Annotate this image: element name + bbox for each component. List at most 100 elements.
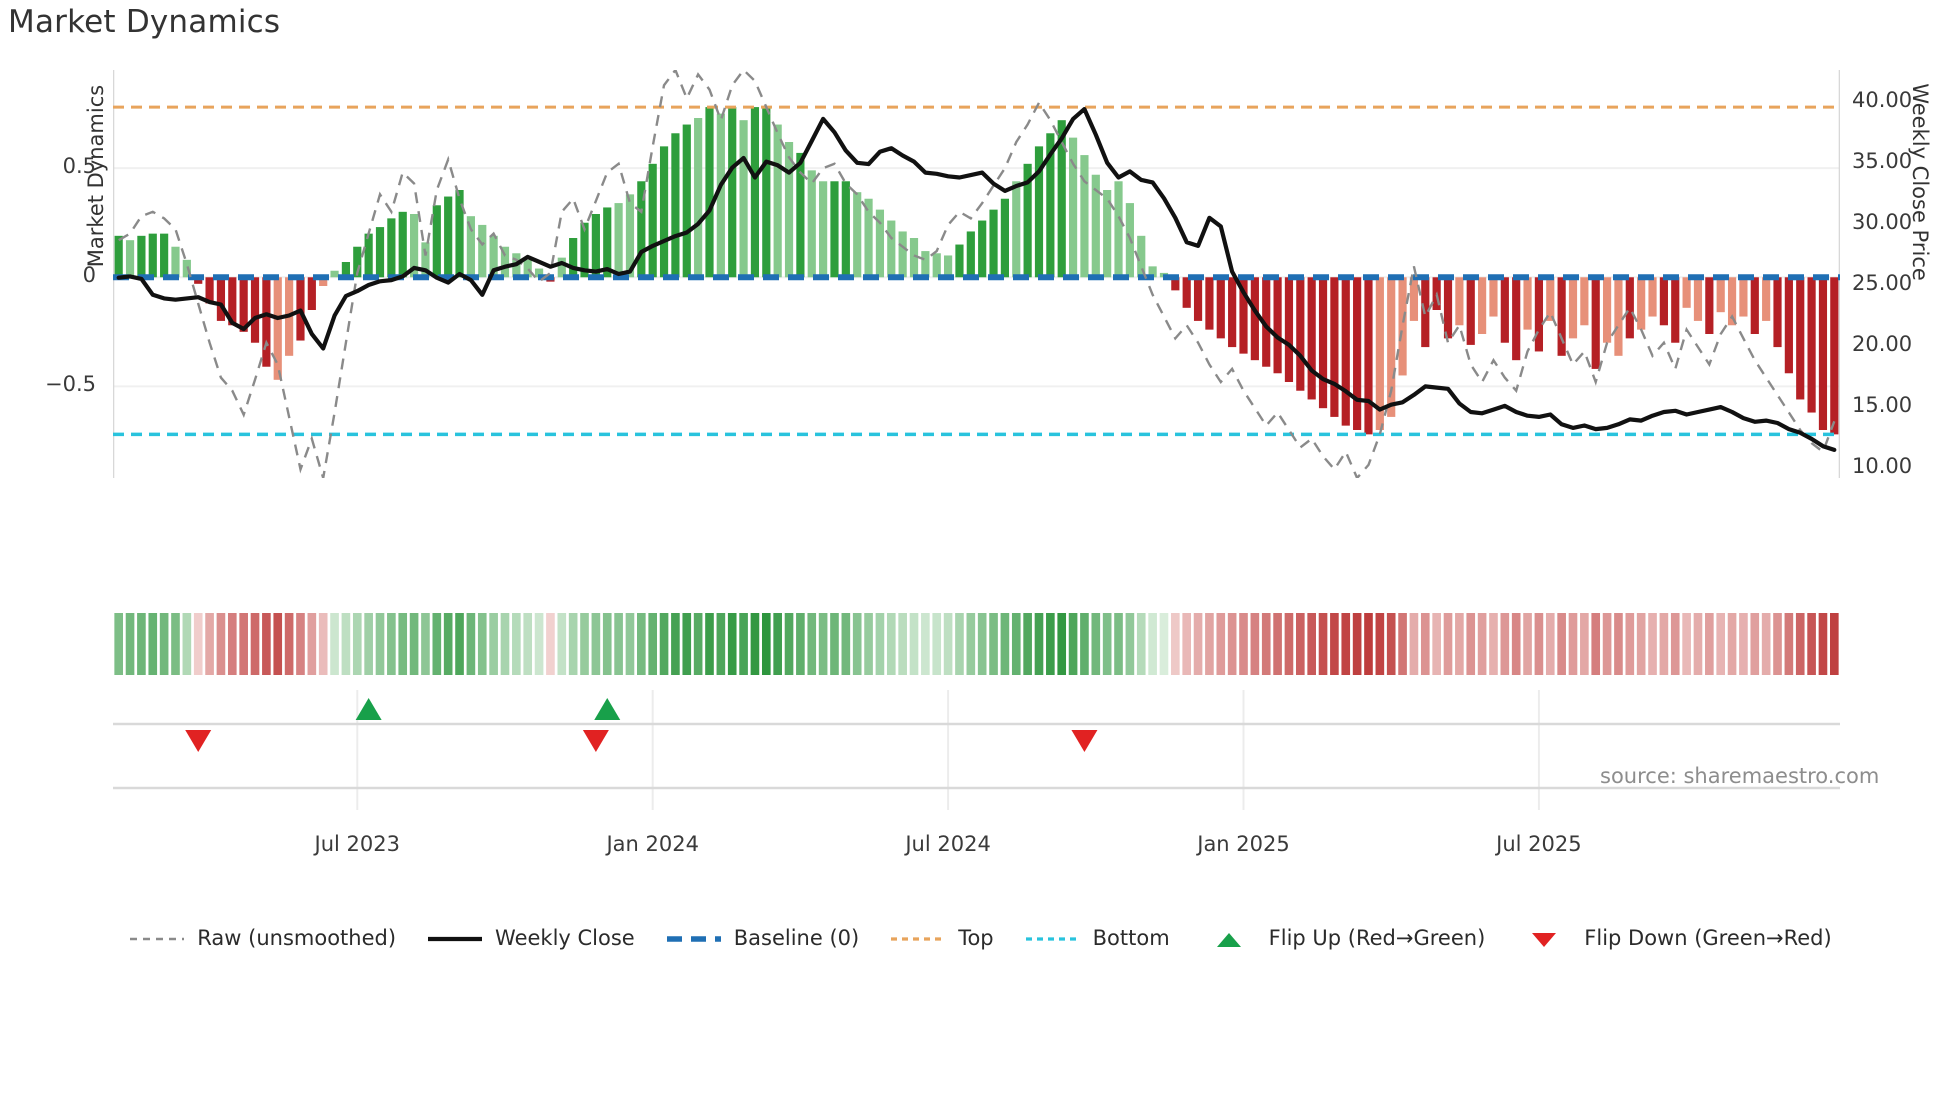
dynamics-bar: [796, 152, 805, 278]
dynamics-bar: [375, 227, 385, 278]
dynamics-bar: [716, 113, 725, 278]
heat-strip-cell: [443, 613, 453, 675]
flip-up-marker[interactable]: [594, 698, 621, 720]
heat-strip-cell: [864, 613, 873, 675]
heat-strip-cell: [727, 613, 737, 675]
flip-markers-svg: [113, 690, 1840, 810]
legend-item[interactable]: Top: [889, 928, 994, 949]
heat-strip-cell: [1148, 613, 1157, 675]
heat-strip-cell: [182, 613, 192, 675]
heat-strip-cell: [1136, 613, 1146, 675]
heat-strip-cell: [1682, 613, 1691, 675]
dynamics-bar: [1034, 146, 1044, 278]
y-axis-right-tick: 40.00: [1852, 87, 1913, 112]
heat-strip-cell: [977, 613, 987, 675]
legend-item[interactable]: Raw (unsmoothed): [128, 928, 396, 949]
heat-strip-cell: [1477, 613, 1487, 675]
heat-strip-cell: [250, 613, 260, 675]
heat-strip-cell: [1818, 613, 1828, 675]
dynamics-bar: [784, 142, 794, 278]
heat-strip-cell: [466, 613, 476, 675]
heat-strip-cell: [341, 613, 351, 675]
dynamics-bar: [932, 253, 941, 278]
heat-strip-cell: [1341, 613, 1351, 675]
x-axis-tick: Jan 2025: [1197, 832, 1290, 856]
triangle-down-icon: [1532, 932, 1557, 947]
flip-down-marker[interactable]: [185, 730, 212, 752]
dynamics-bar: [1182, 277, 1191, 308]
heat-strip-cell: [1773, 613, 1782, 675]
dynamics-bar: [1580, 277, 1589, 326]
legend-item[interactable]: Flip Down (Green→Red): [1515, 928, 1832, 949]
heat-strip-cell: [1239, 613, 1248, 675]
flip-up-marker[interactable]: [355, 698, 382, 720]
flip-markers-panel: [113, 690, 1840, 810]
legend-item[interactable]: Baseline (0): [665, 928, 859, 949]
dynamics-bar: [262, 277, 271, 367]
flip-down-marker[interactable]: [1071, 730, 1098, 752]
heat-strip-cell: [1227, 613, 1237, 675]
heat-strip-cell: [1420, 613, 1430, 675]
heat-strip-cell: [1500, 613, 1510, 675]
dotted-line-icon: [891, 936, 946, 941]
heat-strip-cell: [1023, 613, 1032, 675]
dynamics-bar: [398, 211, 407, 278]
heat-strip-cell: [114, 613, 123, 675]
dynamics-bar: [250, 277, 260, 343]
heat-strip-cell: [818, 613, 828, 675]
heat-strip-cell: [1216, 613, 1226, 675]
dynamics-bar: [1046, 133, 1055, 278]
dynamics-bar: [1057, 120, 1066, 278]
legend-item-label: Bottom: [1092, 926, 1170, 950]
heat-strip-cell: [807, 613, 817, 675]
heat-strip-cell: [614, 613, 623, 675]
heat-strip-cell: [1614, 613, 1623, 675]
dynamics-bar: [1148, 266, 1157, 278]
dynamics-bar: [648, 163, 657, 278]
legend-item-label: Raw (unsmoothed): [197, 926, 397, 950]
heat-strip-cell: [1307, 613, 1316, 675]
dynamics-bar: [1830, 277, 1839, 435]
dynamics-bar: [1705, 277, 1714, 334]
legend-item[interactable]: Weekly Close: [426, 928, 635, 949]
dynamics-bar: [966, 231, 975, 278]
heat-strip-cell: [352, 613, 362, 675]
dynamics-bar: [1682, 277, 1691, 308]
heat-strip-cell: [580, 613, 589, 675]
heat-strip-cell: [1330, 613, 1339, 675]
heat-strip-cell: [671, 613, 680, 675]
heat-strip-cell: [512, 613, 521, 675]
heat-strip-cell: [716, 613, 726, 675]
dynamics-bar: [591, 214, 600, 278]
dynamics-bar: [205, 277, 214, 304]
heat-strip-cell: [773, 613, 782, 675]
dynamics-bar: [228, 277, 237, 326]
heat-strip-cell: [375, 613, 385, 675]
dynamics-bar: [1489, 277, 1498, 317]
heat-strip-cell: [239, 613, 248, 675]
heat-strip-cell: [921, 613, 930, 675]
heat-strip-cell: [1511, 613, 1521, 675]
dynamics-bar: [1466, 277, 1475, 345]
heat-strip-cell: [1705, 613, 1714, 675]
heat-strip-cell: [796, 613, 805, 675]
dynamics-bar: [625, 194, 635, 278]
dynamics-bar: [1387, 277, 1396, 417]
heat-strip-cell: [364, 613, 373, 675]
heat-strip-cell: [648, 613, 658, 675]
heat-strip-cell: [1455, 613, 1464, 675]
heat-strip-cell: [989, 613, 998, 675]
heat-strip-cell: [1625, 613, 1635, 675]
heat-strip-cell: [1659, 613, 1669, 675]
y-axis-left-tick: 0: [82, 263, 96, 288]
flip-down-marker[interactable]: [582, 730, 609, 752]
heat-strip-cell: [932, 613, 942, 675]
heat-strip-cell: [943, 613, 953, 675]
heat-strip-cell: [852, 613, 862, 675]
dynamics-bar: [1557, 277, 1566, 356]
legend-item[interactable]: Bottom: [1024, 928, 1170, 949]
heat-strip-cell: [523, 613, 533, 675]
legend-item[interactable]: Flip Up (Red→Green): [1200, 928, 1485, 949]
dynamics-bar: [989, 209, 998, 278]
dynamics-bar: [887, 220, 896, 278]
